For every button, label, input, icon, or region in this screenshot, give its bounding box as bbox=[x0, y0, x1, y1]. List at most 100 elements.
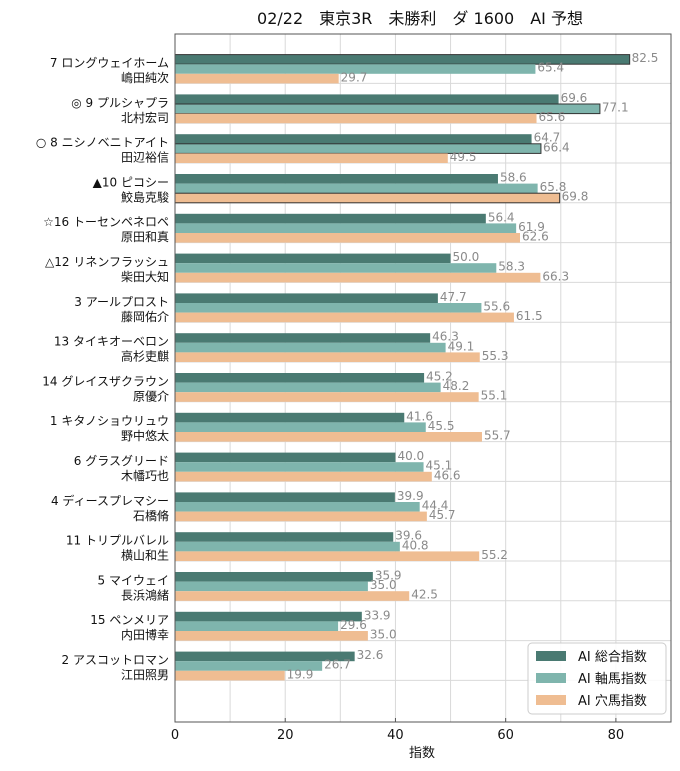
chart-title: 02/22 東京3R 未勝利 ダ 1600 AI 予想 bbox=[257, 9, 583, 28]
x-tick-label: 20 bbox=[277, 728, 294, 743]
value-label: 55.2 bbox=[481, 548, 508, 562]
bar-2-4 bbox=[175, 183, 538, 194]
bar-1-5 bbox=[175, 213, 486, 224]
bar-3-3 bbox=[175, 153, 448, 163]
y-label-horse: △12 リネンフラッシュ bbox=[45, 255, 169, 269]
value-label: 33.9 bbox=[364, 608, 391, 622]
bar-2-13 bbox=[175, 541, 400, 552]
bar-3-14 bbox=[175, 591, 410, 601]
value-label: 61.5 bbox=[516, 309, 543, 323]
bar-1-4 bbox=[175, 174, 498, 184]
x-tick-label: 0 bbox=[171, 728, 179, 743]
y-label-jockey: 長浜鴻緒 bbox=[121, 587, 169, 602]
value-label: 69.8 bbox=[562, 190, 589, 204]
value-label: 58.3 bbox=[498, 260, 525, 274]
y-label-jockey: 嶋田純次 bbox=[121, 71, 169, 85]
bar-3-8 bbox=[175, 352, 480, 362]
value-label: 29.7 bbox=[341, 70, 368, 84]
bar-2-15 bbox=[175, 621, 339, 631]
bar-3-10 bbox=[175, 432, 482, 442]
value-label: 55.6 bbox=[483, 300, 510, 314]
bar-1-15 bbox=[175, 611, 362, 622]
value-label: 55.7 bbox=[484, 429, 511, 443]
value-label: 46.6 bbox=[434, 468, 461, 482]
bar-3-1 bbox=[175, 73, 339, 84]
bar-1-3 bbox=[175, 134, 532, 144]
legend-swatch bbox=[536, 651, 566, 661]
value-label: 41.6 bbox=[406, 409, 433, 423]
bar-2-14 bbox=[175, 581, 368, 592]
value-label: 69.6 bbox=[561, 91, 588, 105]
y-label-horse: ○ 8 ニシノベニトアイト bbox=[36, 136, 169, 150]
y-label-jockey: 石橋脩 bbox=[133, 509, 169, 523]
bar-3-2 bbox=[175, 113, 537, 124]
value-label: 47.7 bbox=[440, 290, 467, 304]
y-label-jockey: 北村宏司 bbox=[121, 110, 169, 125]
bar-3-6 bbox=[175, 272, 541, 283]
x-tick-label: 60 bbox=[497, 728, 514, 743]
bar-1-11 bbox=[175, 452, 396, 463]
value-label: 39.6 bbox=[395, 529, 422, 543]
y-label-jockey: 藤岡佑介 bbox=[121, 310, 169, 324]
value-label: 29.6 bbox=[340, 618, 367, 632]
value-label: 32.6 bbox=[357, 648, 384, 662]
bar-2-11 bbox=[175, 462, 424, 472]
value-label: 39.9 bbox=[397, 489, 424, 503]
value-label: 35.0 bbox=[370, 628, 397, 642]
bar-1-2 bbox=[175, 94, 559, 104]
bar-1-7 bbox=[175, 293, 438, 303]
value-label: 45.5 bbox=[428, 419, 455, 433]
bar-3-12 bbox=[175, 511, 427, 522]
y-label-jockey: 原田和真 bbox=[121, 230, 169, 244]
y-label-horse: ▲10 ピコシー bbox=[93, 175, 169, 189]
value-label: 82.5 bbox=[632, 51, 659, 65]
y-label-jockey: 柴田大知 bbox=[121, 270, 169, 284]
bar-2-9 bbox=[175, 382, 441, 393]
value-label: 46.3 bbox=[432, 330, 459, 344]
value-labels: 82.5 65.4 29.7 69.6 77.1 65.6 64.766.4 49.5 58.6… bbox=[287, 51, 659, 681]
value-label: 40.0 bbox=[397, 449, 424, 463]
y-label-jockey: 田辺裕信 bbox=[121, 150, 169, 165]
bar-3-11 bbox=[175, 471, 432, 482]
legend-swatch bbox=[536, 673, 566, 683]
bar-2-16 bbox=[175, 661, 323, 671]
bar-2-3 bbox=[174, 143, 542, 154]
y-label-jockey: 江田照男 bbox=[121, 668, 169, 682]
value-label: 35.0 bbox=[370, 578, 397, 592]
y-label-jockey: 木幡巧也 bbox=[121, 468, 169, 483]
plot-frame bbox=[174, 33, 672, 723]
y-label-horse: 5 マイウェイ bbox=[98, 573, 169, 587]
bar-2-8 bbox=[175, 342, 446, 353]
bar-2-7 bbox=[175, 303, 482, 313]
value-label: 35.9 bbox=[375, 569, 402, 583]
x-axis-label: 指数 bbox=[409, 746, 435, 761]
value-label: 26.7 bbox=[324, 658, 351, 672]
y-label-horse: 15 ペンメリア bbox=[90, 613, 169, 627]
bar-1-13 bbox=[175, 532, 394, 542]
value-label: 66.3 bbox=[542, 269, 569, 283]
bar-2-2 bbox=[174, 103, 601, 115]
y-label-horse: ◎ 9 プルシャプラ bbox=[71, 96, 169, 110]
legend-label: AI 軸馬指数 bbox=[578, 672, 647, 687]
value-label: 64.7 bbox=[534, 131, 561, 145]
bar-2-6 bbox=[175, 263, 497, 273]
bar-3-5 bbox=[175, 233, 520, 243]
y-label-jockey: 原優介 bbox=[133, 389, 169, 403]
value-label: 50.0 bbox=[453, 250, 480, 264]
value-label: 77.1 bbox=[602, 101, 629, 115]
value-label: 66.4 bbox=[543, 140, 570, 154]
value-label: 58.6 bbox=[500, 171, 527, 185]
bar-1-6 bbox=[175, 253, 451, 264]
bar-3-9 bbox=[175, 392, 479, 402]
y-label-jockey: 鮫島克駿 bbox=[121, 189, 169, 204]
bar-3-7 bbox=[175, 312, 514, 323]
value-label: 42.5 bbox=[411, 588, 438, 602]
y-label-horse: 3 アールプロスト bbox=[74, 295, 169, 309]
y-label-horse: 4 ディースプレマシー bbox=[51, 493, 169, 508]
value-label: 65.8 bbox=[540, 180, 567, 194]
legend-label: AI 穴馬指数 bbox=[578, 694, 647, 709]
bar-1-8 bbox=[175, 333, 431, 343]
legend: AI 総合指数 AI 軸馬指数 AI 穴馬指数 bbox=[527, 642, 667, 715]
y-label-jockey: 横山和生 bbox=[121, 549, 169, 563]
